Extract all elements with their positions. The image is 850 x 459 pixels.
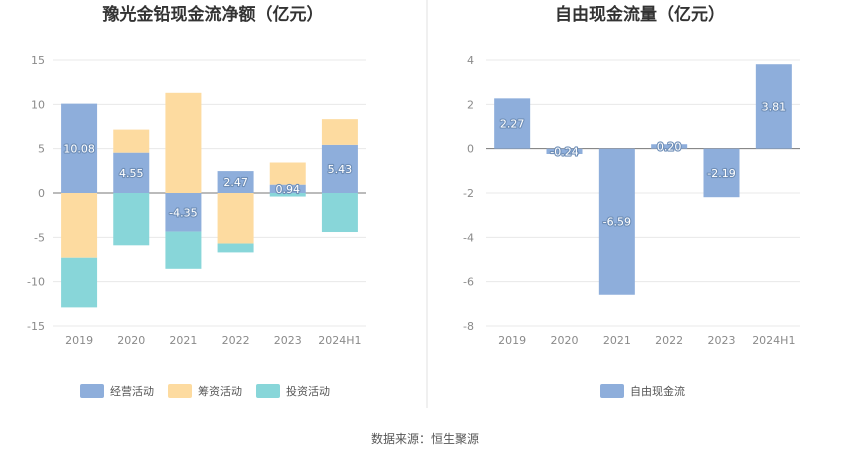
bar-operating xyxy=(113,152,150,193)
data-label: 2.47 xyxy=(223,176,248,189)
bar-investing xyxy=(165,231,202,269)
left-data-labels: 10.08 4.55 -4.35 2.47 0.94 5.43 xyxy=(62,141,353,220)
x-tick-label: 2024H1 xyxy=(752,334,795,347)
left-gridlines xyxy=(53,59,366,327)
data-label: -6.59 xyxy=(603,216,631,229)
right-bars xyxy=(494,64,792,295)
bar-operating xyxy=(269,184,306,193)
free-cash-flow-chart: 自由现金流量（亿元） 420-2-4-6-8 2019 2020 2021 2022 2… xyxy=(463,4,800,398)
data-label: 0.20 xyxy=(657,140,682,153)
legend-swatch xyxy=(168,384,192,398)
bar-operating xyxy=(165,193,202,232)
legend-label: 投资活动 xyxy=(286,384,330,398)
bar-operating xyxy=(61,103,98,193)
y-tick-label: -8 xyxy=(463,320,474,333)
legend-swatch xyxy=(256,384,280,398)
bar-free-cash-flow xyxy=(651,144,688,149)
left-x-axis: 2019 2020 2021 2022 2023 2024H1 xyxy=(65,334,361,347)
left-chart-title: 豫光金铅现金流净额（亿元） xyxy=(103,4,324,25)
x-tick-label: 2020 xyxy=(117,334,145,347)
data-label: 5.43 xyxy=(328,163,353,176)
x-tick-label: 2022 xyxy=(655,334,683,347)
y-tick-label: 5 xyxy=(38,143,45,156)
data-label: -0.24 xyxy=(550,145,578,158)
data-label: 3.81 xyxy=(762,100,787,113)
legend-label: 筹资活动 xyxy=(198,384,242,398)
data-label: 0.94 xyxy=(276,183,301,196)
y-tick-label: -6 xyxy=(463,276,474,289)
y-tick-label: -10 xyxy=(27,276,45,289)
left-bars xyxy=(61,92,358,308)
bar-financing xyxy=(165,92,202,193)
right-chart-title: 自由现金流量（亿元） xyxy=(555,4,725,25)
left-y-axis: 15 10 5 0 -5 -10 -15 xyxy=(27,54,45,333)
bar-operating xyxy=(217,171,254,193)
bar-financing xyxy=(113,129,150,153)
y-tick-label: 10 xyxy=(31,98,45,111)
bar-financing xyxy=(61,193,98,258)
y-tick-label: -2 xyxy=(463,187,474,200)
right-gridlines xyxy=(486,59,800,327)
bar-free-cash-flow xyxy=(703,148,740,198)
x-tick-label: 2021 xyxy=(169,334,197,347)
x-tick-label: 2019 xyxy=(65,334,93,347)
left-legend[interactable]: 经营活动 筹资活动 投资活动 xyxy=(80,384,330,398)
data-source: 数据来源：恒生聚源 xyxy=(371,431,479,446)
x-tick-label: 2022 xyxy=(222,334,250,347)
bar-investing xyxy=(217,243,254,253)
y-tick-label: 15 xyxy=(31,54,45,67)
legend-label: 自由现金流 xyxy=(630,384,685,398)
y-tick-label: -4 xyxy=(463,231,474,244)
legend-swatch xyxy=(80,384,104,398)
cash-flow-net-chart: 豫光金铅现金流净额（亿元） 15 10 5 0 -5 -10 -15 2019 2020 202… xyxy=(27,4,366,398)
data-label: 4.55 xyxy=(119,167,144,180)
legend-swatch xyxy=(600,384,624,398)
x-tick-label: 2019 xyxy=(498,334,526,347)
bar-investing xyxy=(321,193,358,233)
right-y-axis: 4 2 0 -2 -4 -6 -8 xyxy=(463,54,474,333)
data-label: -4.35 xyxy=(169,206,197,219)
bar-free-cash-flow xyxy=(494,98,531,149)
bar-financing xyxy=(217,193,254,244)
bar-investing xyxy=(61,257,98,308)
right-legend[interactable]: 自由现金流 xyxy=(600,384,685,398)
x-tick-label: 2024H1 xyxy=(318,334,361,347)
data-label: 10.08 xyxy=(63,142,95,155)
bar-investing xyxy=(113,193,150,246)
x-tick-label: 2023 xyxy=(274,334,302,347)
y-tick-label: -5 xyxy=(34,231,45,244)
bar-operating xyxy=(321,144,358,193)
y-tick-label: -15 xyxy=(27,320,45,333)
bar-investing xyxy=(269,193,306,197)
y-tick-label: 0 xyxy=(467,143,474,156)
right-x-axis: 2019 2020 2021 2022 2023 2024H1 xyxy=(498,334,795,347)
bar-financing xyxy=(269,162,306,185)
bar-financing xyxy=(321,119,358,145)
data-label: -2.19 xyxy=(707,167,735,180)
y-tick-label: 2 xyxy=(467,98,474,111)
legend-label: 经营活动 xyxy=(110,384,154,398)
x-tick-label: 2023 xyxy=(708,334,736,347)
bar-free-cash-flow xyxy=(598,148,635,295)
bar-free-cash-flow xyxy=(755,64,792,149)
right-data-labels: 2.27 -0.24 -6.59 0.20 -2.19 3.81 xyxy=(499,99,787,229)
y-tick-label: 4 xyxy=(467,54,474,67)
bar-free-cash-flow xyxy=(546,148,583,154)
x-tick-label: 2020 xyxy=(551,334,579,347)
y-tick-label: 0 xyxy=(38,187,45,200)
x-tick-label: 2021 xyxy=(603,334,631,347)
data-label: 2.27 xyxy=(500,118,525,131)
